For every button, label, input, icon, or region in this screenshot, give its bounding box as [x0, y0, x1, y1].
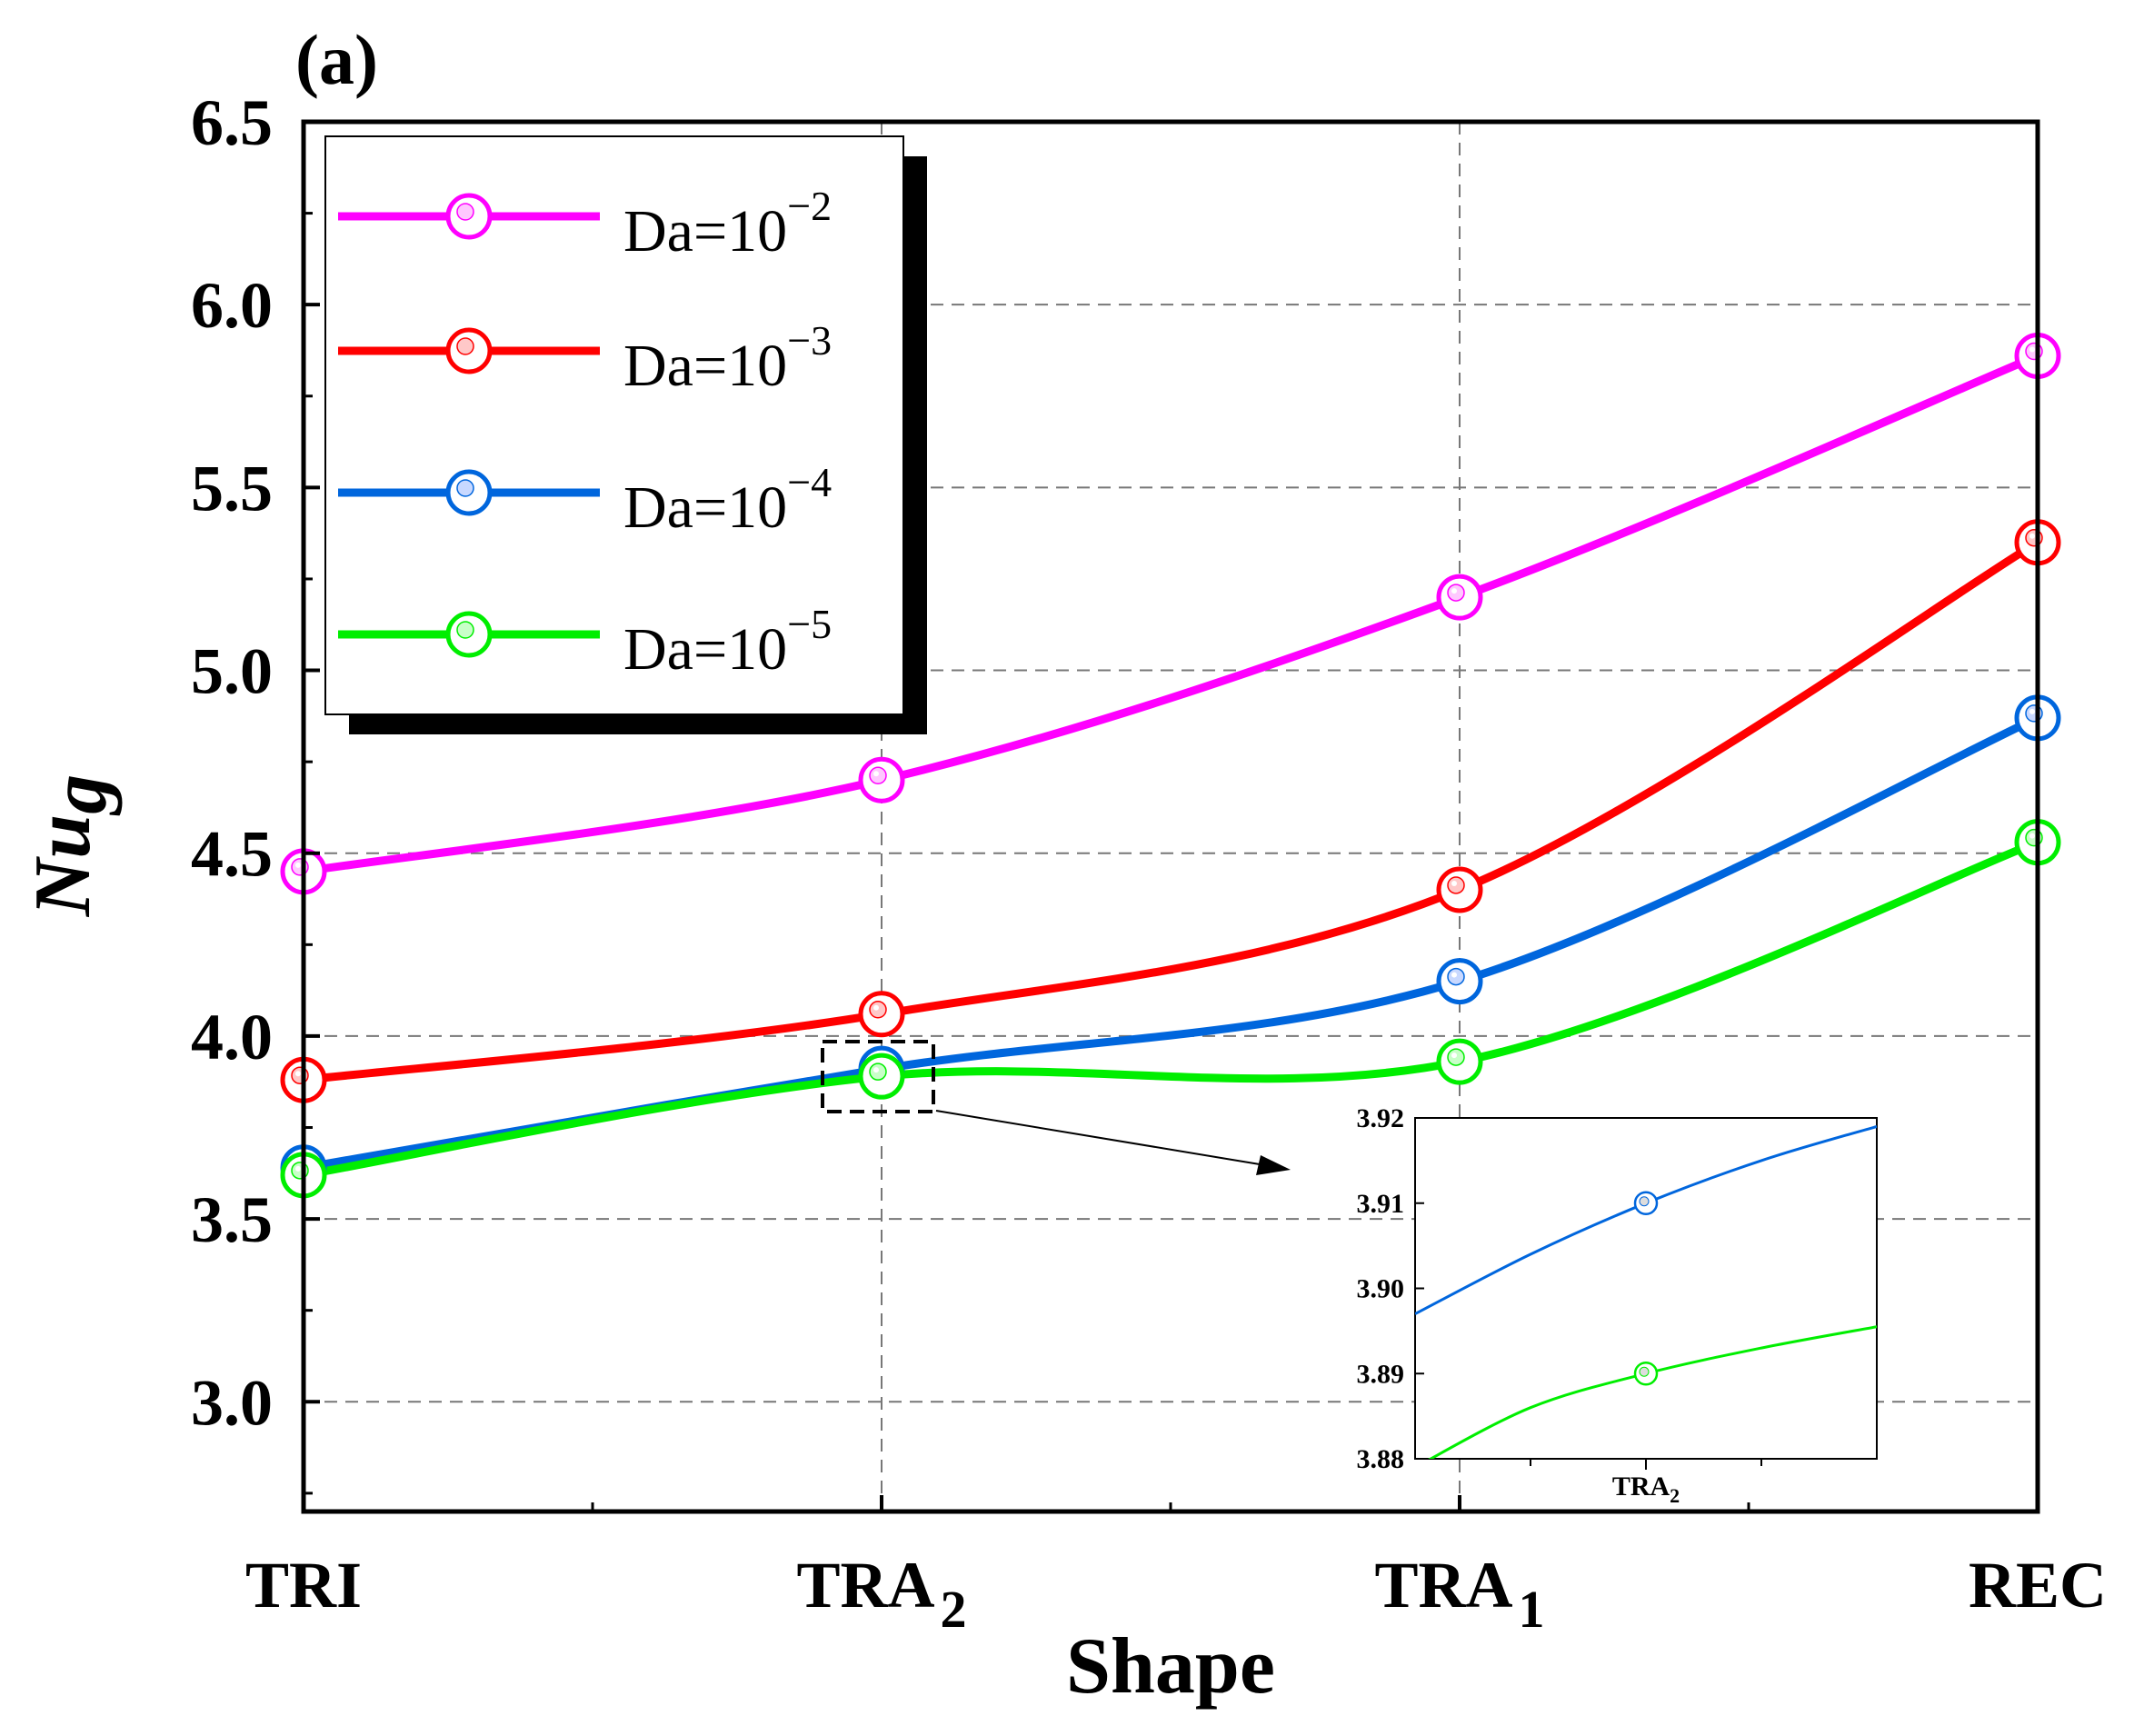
legend-label: Da=10−2 [623, 183, 832, 264]
series-line-4 [299, 838, 2042, 1180]
inset-y-tick-label: 3.92 [1357, 1103, 1405, 1133]
legend-item: Da=10−5 [338, 601, 832, 683]
inset-y-tick-label: 3.91 [1357, 1189, 1405, 1219]
x-tick-label: TRA 1 [1374, 1549, 1544, 1639]
data-point [858, 1053, 905, 1100]
inset-y-tick-label: 3.90 [1357, 1274, 1405, 1304]
data-point [1436, 958, 1483, 1005]
series-lines [299, 352, 2042, 1180]
y-tick-label: 4.5 [191, 818, 273, 891]
inset-frame [1414, 1117, 1878, 1460]
y-axis-title: Nug [19, 774, 124, 918]
axes: 3.0 3.5 4.0 4.5 5.0 5.5 6.0 6.5 TRI TRA 2 TRA 1 REC [191, 86, 2107, 1639]
panel-label: (a) [295, 20, 378, 99]
inset-plot: 3.88 3.89 3.90 3.91 3.92 TRA2 [1357, 1103, 1878, 1507]
y-tick-label: 5.5 [191, 452, 273, 524]
inset-data-point [1633, 1362, 1659, 1386]
data-point [1436, 1038, 1483, 1085]
legend-box [324, 135, 904, 715]
legend-item: Da=10−4 [338, 459, 832, 541]
data-point [858, 756, 905, 803]
data-point [1436, 574, 1483, 621]
legend-label: Da=10−4 [623, 459, 832, 541]
x-axis-title: Shape [1066, 1622, 1275, 1711]
legend-label: Da=10−5 [623, 601, 832, 683]
data-point [858, 991, 905, 1038]
legend: Da=10−2 Da=10−3 Da=10−4 Da=10−5 [324, 135, 927, 734]
series-line-3 [299, 713, 2042, 1172]
series-line-2 [299, 538, 2042, 1084]
y-tick-label: 5.0 [191, 635, 273, 708]
zoom-arrow [935, 1110, 1291, 1175]
y-tick-label: 4.0 [191, 1001, 273, 1073]
x-tick-label: TRA 2 [796, 1549, 966, 1639]
legend-item: Da=10−3 [338, 317, 832, 399]
series-line-1 [299, 352, 2042, 876]
legend-label: Da=10−3 [623, 317, 832, 399]
y-tick-label: 3.5 [191, 1183, 273, 1256]
inset-x-label: TRA2 [1612, 1472, 1680, 1507]
inset-y-tick-label: 3.89 [1357, 1359, 1405, 1389]
inset-y-tick-label: 3.88 [1357, 1444, 1405, 1474]
legend-item: Da=10−2 [338, 183, 832, 264]
inset-data-point [1633, 1191, 1659, 1215]
zoom-region-box [821, 1040, 935, 1113]
y-tick-label: 6.5 [191, 86, 273, 159]
x-tick-label: TRI [245, 1549, 362, 1621]
y-tick-label: 6.0 [191, 269, 273, 342]
x-tick-label: REC [1969, 1549, 2107, 1621]
data-point [1436, 866, 1483, 913]
y-tick-label: 3.0 [191, 1366, 273, 1439]
